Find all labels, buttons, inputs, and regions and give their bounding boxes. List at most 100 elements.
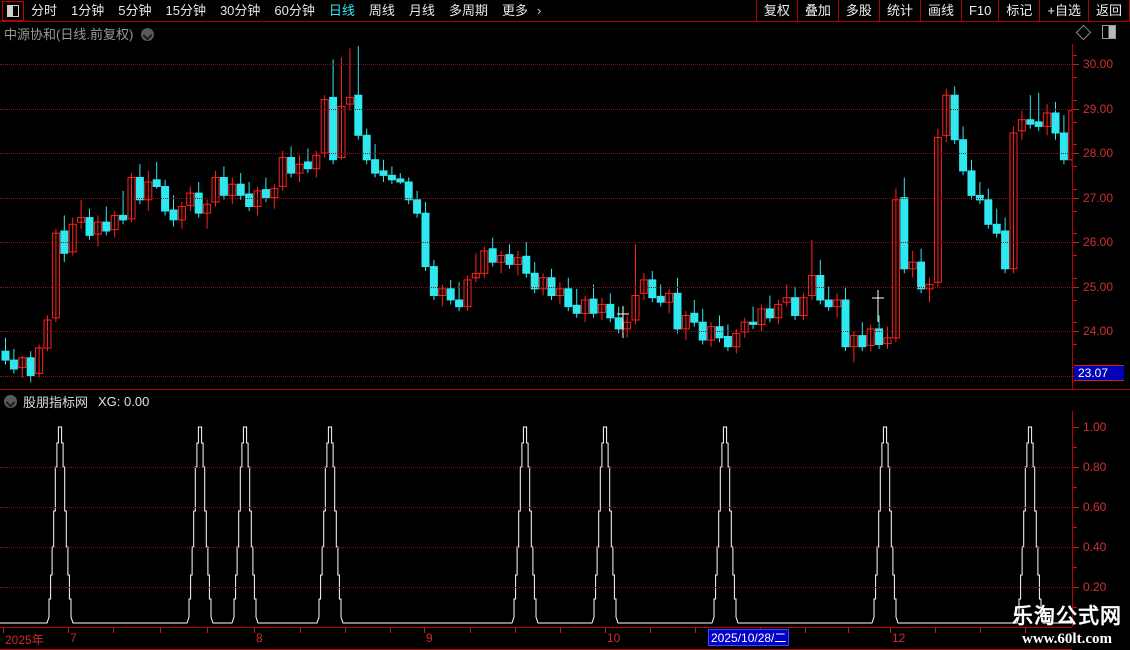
- candlestick: [85, 208, 94, 240]
- candlestick: [530, 262, 539, 294]
- candlestick: [799, 293, 808, 320]
- period-tabs: 分时 1分钟 5分钟 15分钟 30分钟 60分钟 日线 周线 月线 多周期 更…: [24, 0, 548, 21]
- indicator-chart-pane[interactable]: [0, 411, 1072, 627]
- candlestick: [1017, 110, 1026, 140]
- date-axis-tick: [935, 628, 936, 633]
- candlestick: [396, 173, 405, 185]
- price-axis-minor-tick: [1073, 210, 1077, 212]
- indicator-axis-label: 0.80: [1083, 460, 1107, 474]
- price-axis-minor-tick: [1073, 233, 1077, 235]
- circle-chevron-down-icon[interactable]: [140, 28, 154, 41]
- candlestick: [765, 295, 774, 323]
- candlestick: [866, 324, 875, 352]
- circle-chevron-down-icon[interactable]: [4, 394, 17, 408]
- candlestick: [505, 244, 514, 269]
- date-axis-tick: [160, 628, 161, 633]
- candlestick: [917, 248, 926, 294]
- cursor-cross-marker: [617, 306, 629, 338]
- candlestick: [429, 259, 438, 300]
- button-fuquan[interactable]: 复权: [755, 0, 797, 21]
- price-axis-label: 26.00: [1083, 235, 1114, 250]
- pane-divider: [0, 389, 1130, 390]
- candlestick: [253, 186, 262, 216]
- candlestick: [270, 184, 279, 209]
- date-axis-tick: [1025, 628, 1026, 633]
- split-pane-icon[interactable]: [2, 1, 24, 21]
- indicator-axis-minor-tick: [1073, 447, 1077, 448]
- candlestick: [959, 126, 968, 176]
- candlestick: [1009, 126, 1018, 274]
- candlestick: [631, 244, 640, 325]
- indicator-gridline: [0, 507, 1072, 508]
- cursor-cross-marker: [872, 290, 884, 322]
- candlestick: [824, 286, 833, 312]
- candlestick: [975, 182, 984, 205]
- split-window-icon[interactable]: [1102, 25, 1116, 39]
- candlestick: [18, 355, 27, 378]
- price-axis-tick: [1073, 242, 1079, 244]
- tab-weekly[interactable]: 周线: [368, 3, 395, 18]
- button-huaxian[interactable]: 画线: [919, 0, 961, 21]
- button-add-watchlist[interactable]: +自选: [1039, 0, 1088, 21]
- chevron-right-icon[interactable]: ›: [536, 3, 542, 18]
- date-axis-label: 12: [892, 631, 906, 645]
- indicator-axis-minor-tick: [1073, 487, 1077, 488]
- indicator-axis-minor-tick: [1073, 607, 1077, 608]
- candlestick: [387, 166, 396, 185]
- tab-5min[interactable]: 5分钟: [118, 3, 152, 18]
- last-price-tag: 23.07: [1074, 364, 1124, 381]
- tab-15min[interactable]: 15分钟: [165, 3, 206, 18]
- date-axis-tick: [68, 628, 69, 633]
- tab-60min[interactable]: 60分钟: [274, 3, 315, 18]
- top-toolbar: 分时 1分钟 5分钟 15分钟 30分钟 60分钟 日线 周线 月线 多周期 更…: [0, 0, 1130, 22]
- tab-monthly[interactable]: 月线: [408, 3, 435, 18]
- candlestick: [9, 348, 18, 374]
- candlestick: [539, 273, 548, 296]
- date-axis-tick: [300, 628, 301, 633]
- button-duogu[interactable]: 多股: [837, 0, 879, 21]
- button-back[interactable]: 返回: [1087, 0, 1130, 21]
- toolbar-spacer: [548, 0, 756, 21]
- candlestick: [572, 288, 581, 318]
- tab-daily[interactable]: 日线: [328, 3, 355, 18]
- candlestick: [211, 170, 220, 207]
- candlestick: [287, 146, 296, 178]
- price-axis-minor-tick: [1073, 344, 1077, 346]
- candlestick: [35, 344, 44, 378]
- candlestick: [891, 188, 900, 343]
- price-axis-minor-tick: [1073, 322, 1077, 324]
- price-axis-label: 24.00: [1083, 324, 1114, 339]
- tab-multi-period[interactable]: 多周期: [448, 3, 488, 18]
- candlestick: [707, 322, 716, 347]
- date-axis-tick: [805, 628, 806, 633]
- candlestick: [354, 46, 363, 140]
- indicator-line-chart: [0, 426, 1072, 624]
- candlestick: [774, 299, 783, 325]
- diamond-icon[interactable]: [1075, 24, 1092, 40]
- price-axis-tick: [1073, 197, 1079, 199]
- tab-30min[interactable]: 30分钟: [219, 3, 261, 18]
- stock-title[interactable]: 中源协和(日线.前复权): [4, 24, 154, 43]
- button-f10[interactable]: F10: [960, 0, 998, 21]
- candlestick: [236, 173, 245, 200]
- candlestick: [68, 217, 77, 256]
- button-biaoji[interactable]: 标记: [998, 0, 1039, 21]
- tab-more[interactable]: 更多: [501, 3, 528, 18]
- button-diejia[interactable]: 叠加: [796, 0, 838, 21]
- tab-1min[interactable]: 1分钟: [71, 3, 105, 18]
- candlestick: [589, 284, 598, 318]
- price-axis-tick: [1073, 153, 1079, 155]
- price-chart-pane[interactable]: [0, 44, 1072, 389]
- candlestick: [875, 315, 884, 349]
- candlestick: [715, 315, 724, 343]
- button-tongji[interactable]: 统计: [878, 0, 920, 21]
- date-axis-tick: [605, 628, 606, 633]
- candlestick: [1068, 97, 1072, 167]
- tab-fenshi[interactable]: 分时: [31, 3, 58, 18]
- candlestick: [740, 317, 749, 338]
- candlestick: [329, 59, 338, 165]
- date-axis-tick: [3, 628, 4, 633]
- candlestick: [1026, 95, 1035, 129]
- date-axis-tick: [113, 628, 114, 633]
